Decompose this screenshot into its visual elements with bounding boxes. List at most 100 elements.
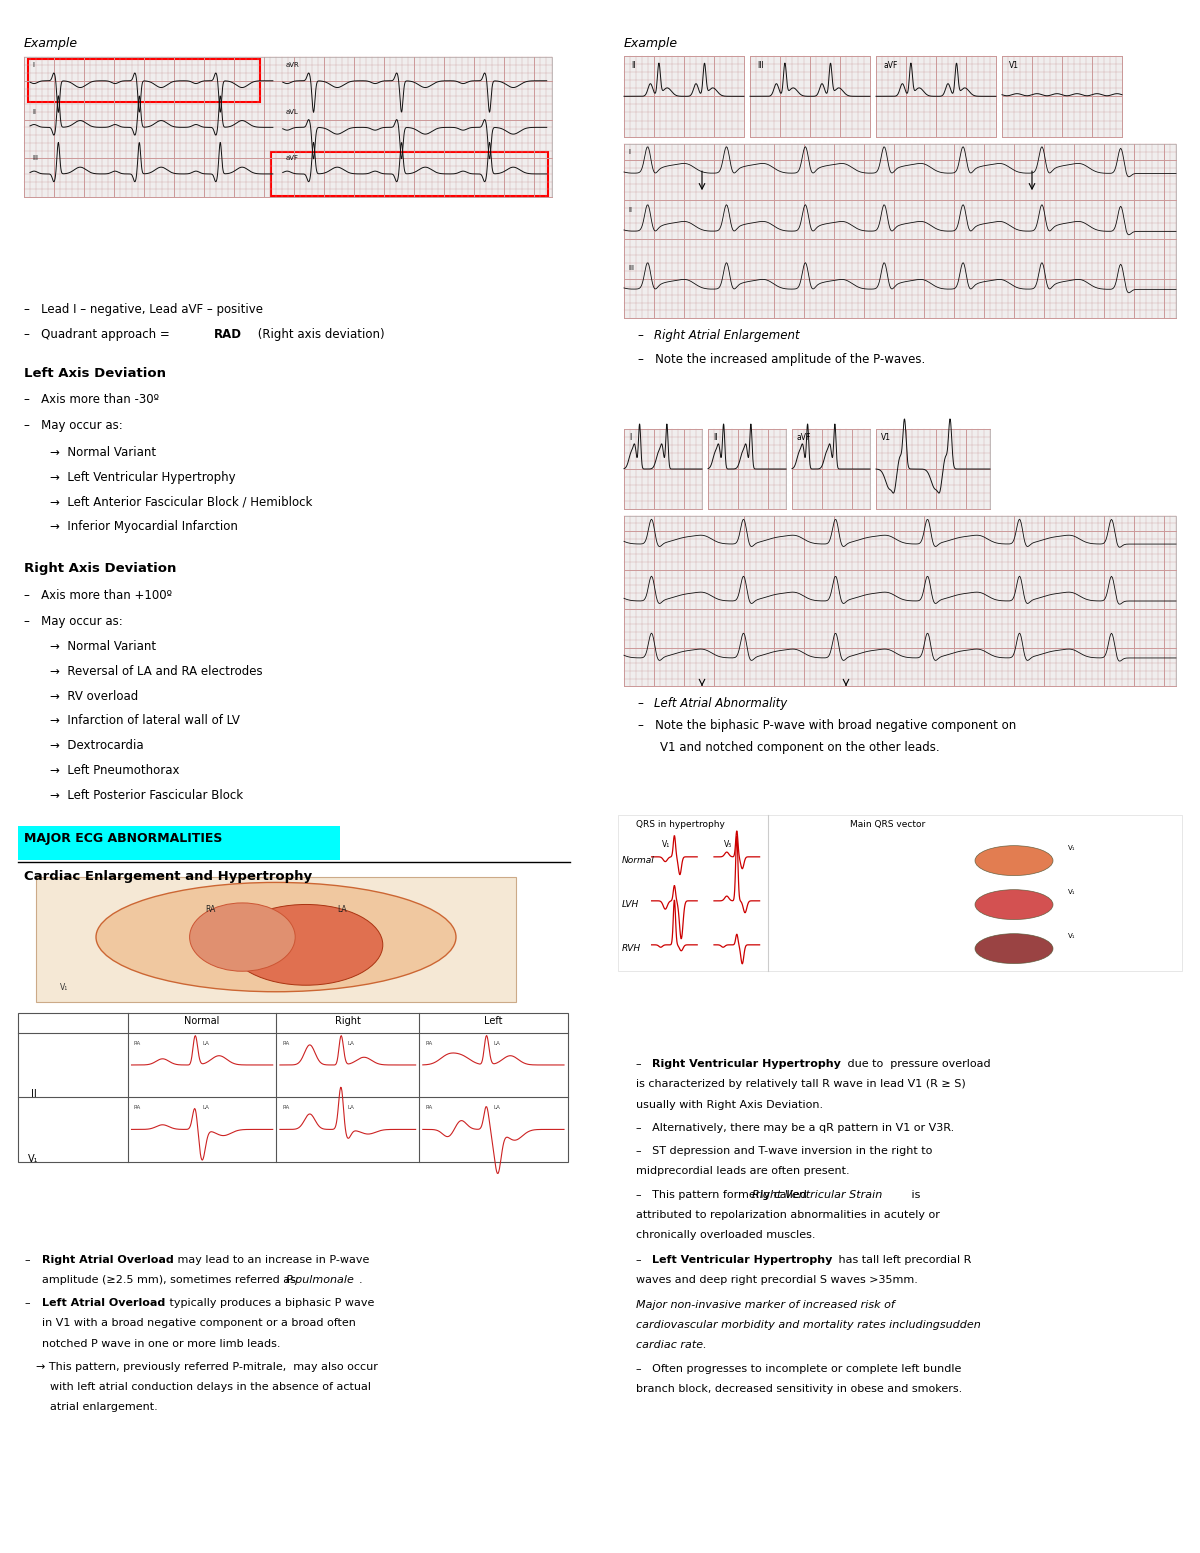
Text: RA: RA — [425, 1041, 432, 1045]
Text: Cardiac Enlargement and Hypertrophy: Cardiac Enlargement and Hypertrophy — [24, 870, 312, 882]
Text: cardiovascular morbidity and mortality rates includingsudden: cardiovascular morbidity and mortality r… — [636, 1320, 980, 1329]
Text: –   Quadrant approach =: – Quadrant approach = — [24, 328, 174, 340]
Text: aVF: aVF — [797, 433, 811, 443]
Text: notched P wave in one or more limb leads.: notched P wave in one or more limb leads… — [42, 1339, 281, 1348]
Text: III: III — [757, 61, 764, 70]
Text: –: – — [638, 329, 655, 342]
Text: Normal: Normal — [622, 856, 654, 865]
Text: –   Note the increased amplitude of the P-waves.: – Note the increased amplitude of the P-… — [638, 353, 925, 365]
Text: Left Atrial Abnormality: Left Atrial Abnormality — [654, 697, 787, 710]
Ellipse shape — [96, 882, 456, 992]
Text: →  Reversal of LA and RA electrodes: → Reversal of LA and RA electrodes — [50, 665, 263, 677]
Text: Example: Example — [24, 37, 78, 50]
Text: aVR: aVR — [286, 62, 299, 68]
Text: →  Normal Variant: → Normal Variant — [50, 446, 156, 458]
Text: cardiac rate.: cardiac rate. — [636, 1340, 707, 1350]
Text: →  Left Anterior Fascicular Block / Hemiblock: → Left Anterior Fascicular Block / Hemib… — [50, 495, 313, 508]
Bar — [271, 152, 548, 196]
Text: I: I — [629, 149, 631, 155]
Text: Example: Example — [624, 37, 678, 50]
Bar — [750, 56, 870, 137]
Text: RA: RA — [425, 1106, 432, 1110]
Text: LVH: LVH — [622, 901, 638, 909]
Bar — [624, 56, 744, 137]
Text: QRS in hypertrophy: QRS in hypertrophy — [636, 820, 725, 829]
Text: due to  pressure overload: due to pressure overload — [844, 1059, 990, 1068]
Text: –: – — [24, 1298, 30, 1308]
Text: aVF: aVF — [883, 61, 898, 70]
Text: →  RV overload: → RV overload — [50, 690, 139, 702]
Text: –: – — [24, 1255, 30, 1264]
Bar — [1002, 56, 1122, 137]
Ellipse shape — [974, 846, 1054, 876]
Text: –   May occur as:: – May occur as: — [24, 615, 122, 627]
Text: I: I — [629, 433, 631, 443]
Text: atrial enlargement.: atrial enlargement. — [50, 1402, 158, 1412]
Ellipse shape — [974, 890, 1054, 919]
Bar — [18, 1013, 568, 1162]
Text: RAD: RAD — [214, 328, 241, 340]
Text: –: – — [636, 1059, 652, 1068]
Text: Major non-invasive marker of increased risk of: Major non-invasive marker of increased r… — [636, 1300, 895, 1309]
Bar — [624, 429, 702, 509]
Text: Main QRS vector: Main QRS vector — [851, 820, 925, 829]
Text: aVF: aVF — [286, 155, 299, 162]
Text: waves and deep right precordial S waves >35mm.: waves and deep right precordial S waves … — [636, 1275, 918, 1284]
Bar — [18, 826, 340, 860]
Text: II: II — [629, 207, 632, 213]
Bar — [24, 57, 552, 197]
Text: →  Left Pneumothorax: → Left Pneumothorax — [50, 764, 180, 776]
Text: LA: LA — [202, 1106, 209, 1110]
Text: Right Ventricular Strain: Right Ventricular Strain — [752, 1190, 883, 1199]
Text: (Right axis deviation): (Right axis deviation) — [254, 328, 385, 340]
Text: II: II — [32, 109, 36, 115]
Text: →  Dextrocardia: → Dextrocardia — [50, 739, 144, 752]
Text: LA: LA — [348, 1106, 355, 1110]
Text: RA: RA — [134, 1106, 142, 1110]
Text: I: I — [32, 62, 35, 68]
Text: –   Axis more than +100º: – Axis more than +100º — [24, 589, 172, 601]
Bar — [36, 877, 516, 1002]
Text: V₁: V₁ — [1068, 890, 1075, 895]
Text: amplitude (≥2.5 mm), sometimes referred as: amplitude (≥2.5 mm), sometimes referred … — [42, 1275, 299, 1284]
Text: attributed to repolarization abnormalities in acutely or: attributed to repolarization abnormaliti… — [636, 1210, 940, 1219]
Text: V₁: V₁ — [1068, 933, 1075, 940]
Text: V1: V1 — [881, 433, 890, 443]
Text: RA: RA — [205, 905, 215, 913]
Bar — [708, 429, 786, 509]
Text: may lead to an increase in P-wave: may lead to an increase in P-wave — [174, 1255, 370, 1264]
Bar — [876, 429, 990, 509]
Text: V1 and notched component on the other leads.: V1 and notched component on the other le… — [660, 741, 940, 753]
Text: –   Note the biphasic P-wave with broad negative component on: – Note the biphasic P-wave with broad ne… — [638, 719, 1016, 731]
Text: III: III — [629, 266, 635, 272]
Text: Left Ventricular Hypertrophy: Left Ventricular Hypertrophy — [652, 1255, 832, 1264]
Text: LA: LA — [348, 1041, 355, 1045]
Text: Left: Left — [484, 1016, 503, 1025]
Text: II: II — [631, 61, 636, 70]
Text: P-pulmonale: P-pulmonale — [286, 1275, 354, 1284]
Text: V₅: V₅ — [725, 840, 732, 849]
Text: –: – — [636, 1255, 652, 1264]
Ellipse shape — [229, 904, 383, 985]
Text: with left atrial conduction delays in the absence of actual: with left atrial conduction delays in th… — [50, 1382, 372, 1391]
Text: –   ST depression and T-wave inversion in the right to: – ST depression and T-wave inversion in … — [636, 1146, 932, 1155]
Text: Normal: Normal — [185, 1016, 220, 1025]
Text: Right Axis Deviation: Right Axis Deviation — [24, 562, 176, 575]
Text: –   Lead I – negative, Lead aVF – positive: – Lead I – negative, Lead aVF – positive — [24, 303, 263, 315]
Text: LA: LA — [337, 905, 347, 913]
Text: –   This pattern formerly called: – This pattern formerly called — [636, 1190, 810, 1199]
Text: Right Ventricular Hypertrophy: Right Ventricular Hypertrophy — [652, 1059, 840, 1068]
Text: LA: LA — [493, 1106, 500, 1110]
Text: →  Normal Variant: → Normal Variant — [50, 640, 156, 652]
Text: Left Axis Deviation: Left Axis Deviation — [24, 367, 166, 379]
Text: II: II — [713, 433, 718, 443]
Text: V1: V1 — [1009, 61, 1019, 70]
Text: –   May occur as:: – May occur as: — [24, 419, 122, 432]
Text: MAJOR ECG ABNORMALITIES: MAJOR ECG ABNORMALITIES — [24, 832, 222, 845]
Text: midprecordial leads are often present.: midprecordial leads are often present. — [636, 1166, 850, 1176]
Text: Right Atrial Overload: Right Atrial Overload — [42, 1255, 174, 1264]
Text: V₁: V₁ — [29, 1154, 38, 1163]
Text: aVL: aVL — [286, 109, 299, 115]
Text: Left Atrial Overload: Left Atrial Overload — [42, 1298, 166, 1308]
Bar — [624, 516, 1176, 686]
